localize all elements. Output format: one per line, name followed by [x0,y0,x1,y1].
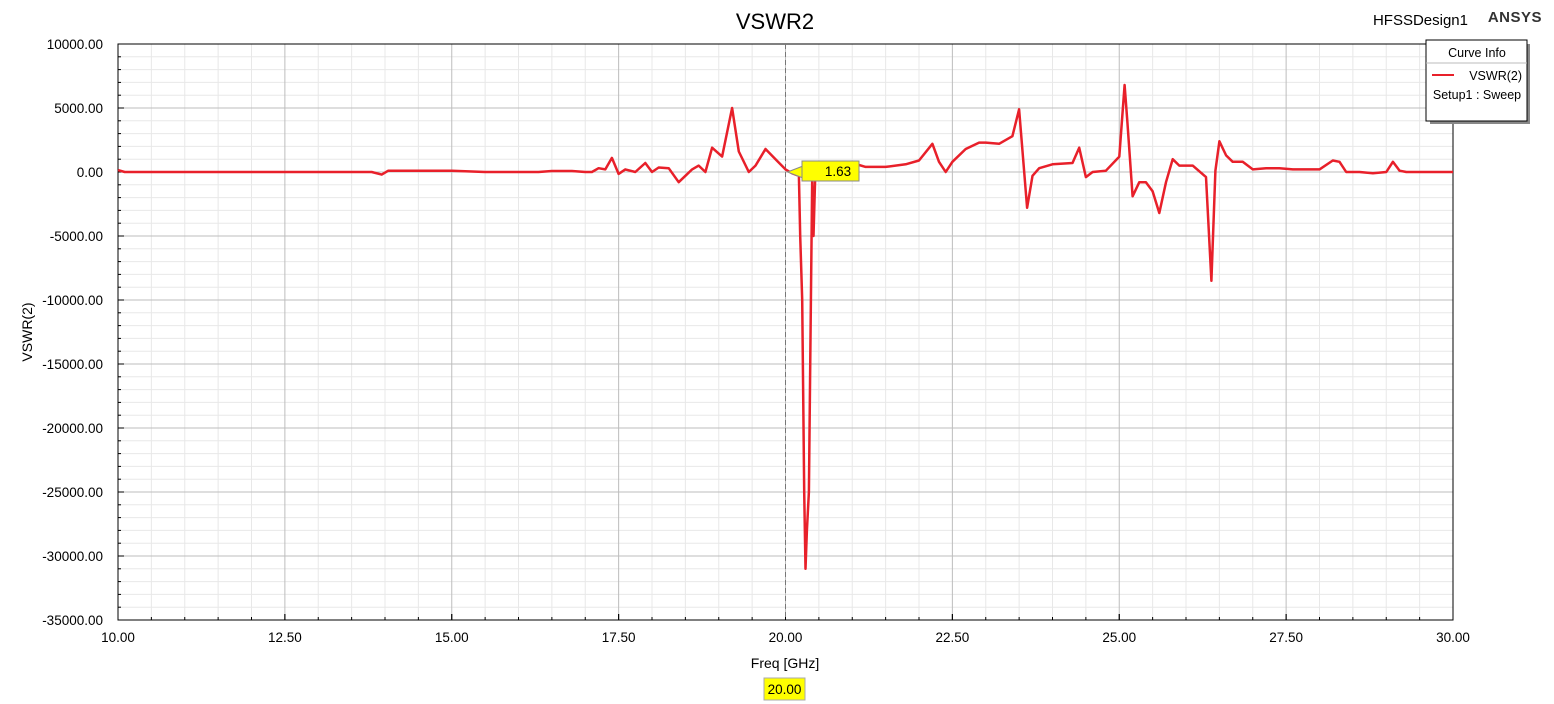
x-tick-label: 22.50 [935,630,969,645]
x-tick-label: 20.00 [769,630,803,645]
marker-x-box [763,677,806,701]
chart-title: VSWR2 [736,9,814,34]
x-tick-label: 30.00 [1436,630,1470,645]
y-tick-label: -35000.00 [42,613,103,628]
y-tick-label: 0.00 [77,165,103,180]
marker-y-box [801,160,860,182]
x-tick-label: 17.50 [602,630,636,645]
y-tick-label: -25000.00 [42,485,103,500]
marker-x-value: 20.00 [768,682,802,697]
marker-x-callout[interactable]: 20.00 [763,677,806,701]
x-axis-label: Freq [GHz] [751,655,819,671]
x-tick-label: 10.00 [101,630,135,645]
marker-y-callout[interactable]: 1.63 [786,160,860,182]
y-tick-label: -15000.00 [42,357,103,372]
x-tick-labels: 10.00 12.50 15.00 17.50 20.00 22.50 25.00 27.50… [101,630,1470,645]
legend-box [1425,39,1528,122]
legend-entry-name: VSWR(2) [1469,69,1522,83]
marker-y-value: 1.63 [825,164,851,179]
y-tick-label: 10000.00 [47,37,103,52]
y-tick-label: -30000.00 [42,549,103,564]
legend-title: Curve Info [1448,46,1506,60]
legend[interactable]: Curve Info VSWR(2) Setup1 : Sweep [1425,39,1530,124]
series-layer [117,83,1453,571]
y-tick-label: 5000.00 [54,101,103,116]
x-tick-label: 15.00 [435,630,469,645]
brand-logo: ANSYS [1488,9,1542,26]
y-tick-labels: 10000.00 5000.00 0.00 -5000.00 -10000.00 -150… [42,37,103,628]
y-tick-label: -5000.00 [50,229,103,244]
x-tick-label: 25.00 [1102,630,1136,645]
series-line-vswr2 [117,83,1453,571]
x-tick-label: 12.50 [268,630,302,645]
y-axis-label: VSWR(2) [19,302,35,361]
axis-ticks [117,43,1454,621]
x-tick-label: 27.50 [1269,630,1303,645]
legend-entry-sub: Setup1 : Sweep [1433,88,1521,102]
y-tick-label: -20000.00 [42,421,103,436]
y-tick-label: -10000.00 [42,293,103,308]
design-name: HFSSDesign1 [1373,12,1468,29]
